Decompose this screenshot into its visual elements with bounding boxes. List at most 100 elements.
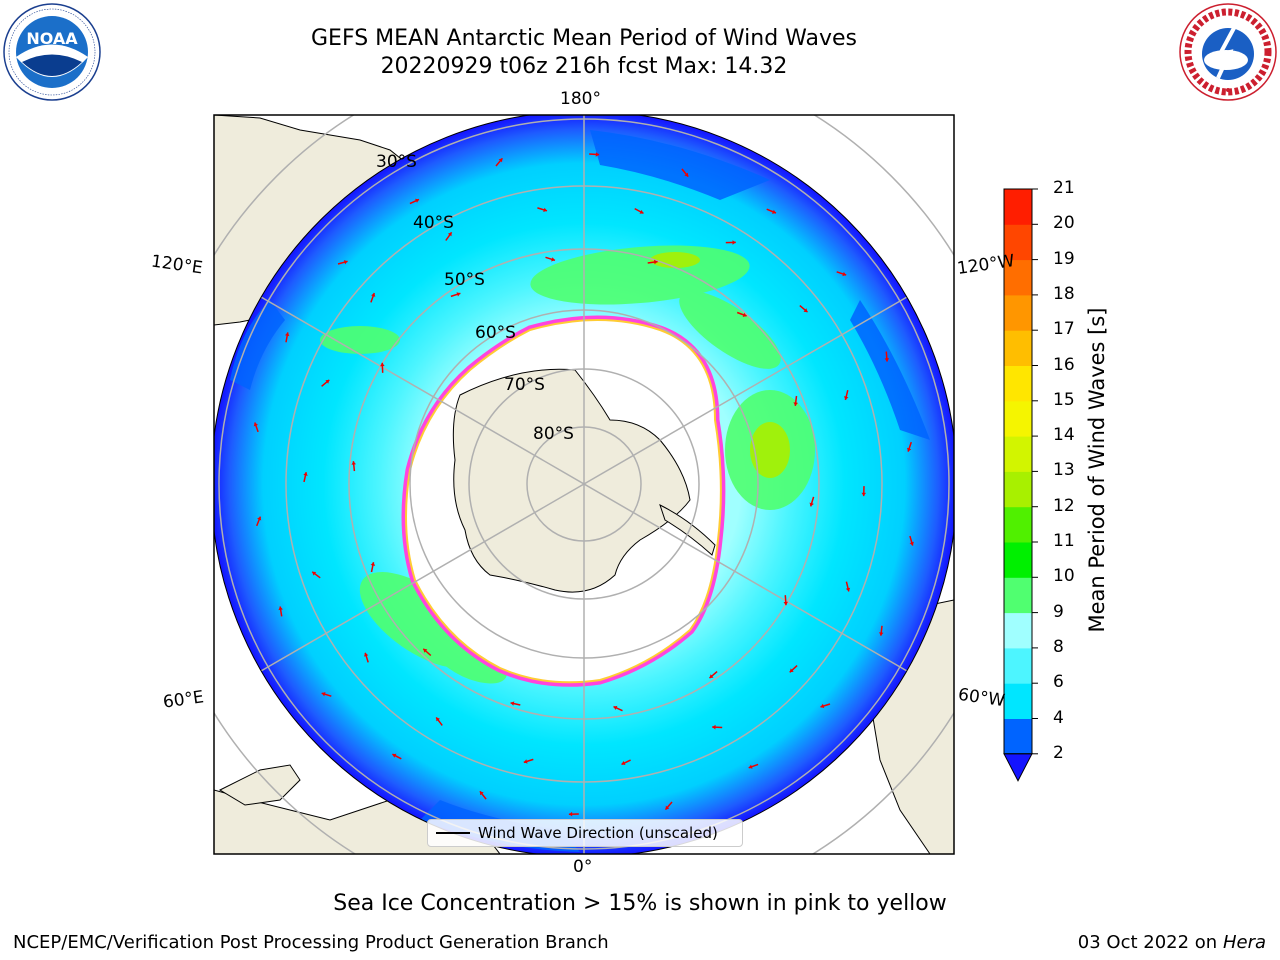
- wave-arrow-head: [321, 692, 326, 697]
- wave-arrow-head: [639, 209, 644, 214]
- colorbar-tick-label: 17: [1053, 319, 1075, 340]
- wave-arrow-head: [551, 257, 555, 262]
- wave-arrow-head: [742, 312, 747, 317]
- wind-wave-arrows: [253, 152, 914, 817]
- wave-arrow-head: [568, 811, 573, 817]
- wave-arrow-head: [380, 362, 385, 367]
- wave-arrow-head: [842, 271, 847, 277]
- colorbar-tick-label: 4: [1053, 707, 1064, 728]
- colorbar-tick-label: 18: [1053, 283, 1075, 304]
- wave-arrow-head: [732, 240, 736, 245]
- colorbar-segment: [1004, 718, 1032, 755]
- colorbar-segment: [1004, 259, 1032, 296]
- colorbar-segment: [1004, 506, 1032, 543]
- colorbar-segment: [1004, 542, 1032, 578]
- colorbar-segment: [1004, 577, 1032, 614]
- wave-arrow-head: [456, 292, 461, 297]
- wave-arrow-head: [370, 562, 376, 566]
- date-text: 03 Oct 2022 on: [1077, 932, 1223, 953]
- wave-arrow-head: [861, 492, 866, 497]
- noaa-logo: NOAA: [3, 3, 101, 101]
- colorbar-tick-label: 10: [1053, 566, 1075, 587]
- legend-line-swatch: [436, 832, 470, 834]
- lon-label-180: 180°: [560, 89, 601, 109]
- chart-subtitle: 20220929 t06z 216h fcst Max: 14.32: [380, 54, 788, 79]
- lat-label-30s: 30°S: [376, 152, 417, 172]
- noaa-logo-text: NOAA: [26, 29, 78, 48]
- lat-label-70s: 70°S: [504, 375, 545, 395]
- sea-ice-note: Sea Ice Concentration > 15% is shown in …: [333, 891, 947, 916]
- colorbar-tick-label: 21: [1053, 178, 1075, 198]
- lat-label-60s: 60°S: [475, 323, 516, 343]
- colorbar-tick-label: 6: [1053, 672, 1064, 693]
- colorbar-segment: [1004, 612, 1032, 649]
- wave-arrow-head: [423, 648, 428, 653]
- colorbar-tick-label: 13: [1053, 460, 1075, 481]
- wave-arrow-head: [371, 293, 376, 297]
- wave-arrow-head: [793, 402, 798, 406]
- machine-name: Hera: [1222, 932, 1266, 953]
- wave-arrow-head: [364, 652, 369, 657]
- chart-title: GEFS MEAN Antarctic Mean Period of Wind …: [311, 26, 857, 51]
- wave-arrow-head: [621, 760, 626, 765]
- colorbar-segment: [1004, 189, 1032, 225]
- colorbar-tick-label: 15: [1053, 389, 1075, 410]
- wave-arrow-head: [303, 472, 308, 476]
- wave-arrow-head: [909, 541, 914, 546]
- colorbar-segment: [1004, 400, 1032, 437]
- wave-arrow-head: [803, 308, 808, 313]
- wave-arrow-head: [844, 396, 849, 400]
- wave-arrow-head: [884, 358, 890, 362]
- lat-label-40s: 40°S: [413, 213, 454, 233]
- wave-arrow-head: [253, 422, 258, 427]
- wave-arrow-head: [613, 705, 618, 710]
- wave-arrow-head: [498, 158, 503, 163]
- colorbar-segment: [1004, 365, 1032, 402]
- colorbar-tick-label: 16: [1053, 354, 1075, 375]
- colorbar-label: Mean Period of Wind Waves [s]: [1085, 307, 1109, 633]
- lon-label-0: 0°: [573, 857, 593, 877]
- wave-arrow-head: [772, 209, 776, 214]
- wave-arrow-head: [343, 260, 348, 265]
- colorbar-extend-triangle: [1003, 753, 1033, 782]
- date-stamp: 03 Oct 2022 on Hera: [1078, 932, 1266, 953]
- colorbar: [1003, 188, 1038, 782]
- colorbar-tick-label: 14: [1053, 425, 1075, 446]
- wave-arrow-head: [684, 172, 689, 177]
- colorbar-segment: [1004, 436, 1032, 472]
- land-antarctic-peninsula: [659, 504, 716, 556]
- wave-arrow-head: [712, 724, 716, 730]
- wave-arrow-head: [654, 259, 658, 265]
- graticule: [214, 115, 954, 854]
- wave-arrow-head: [748, 764, 753, 769]
- colorbar-segment: [1004, 224, 1032, 261]
- wave-arrow-head: [415, 198, 419, 203]
- colorbar-segment: [1004, 471, 1032, 508]
- colorbar-tick-label: 19: [1053, 248, 1075, 269]
- wave-arrow-head: [278, 606, 283, 611]
- map-legend: Wind Wave Direction (unscaled): [427, 819, 743, 847]
- colorbar-tick-label: 9: [1053, 601, 1064, 622]
- wave-arrow-head: [879, 632, 884, 636]
- wave-arrow-head: [312, 571, 317, 576]
- wave-arrow-head: [325, 379, 330, 384]
- legend-label: Wind Wave Direction (unscaled): [478, 824, 718, 842]
- wave-arrow-head: [351, 461, 356, 465]
- lat-label-50s: 50°S: [444, 270, 485, 290]
- colorbar-tick-label: 8: [1053, 636, 1064, 657]
- wave-arrow-head: [820, 703, 825, 709]
- nws-logo: [1179, 3, 1277, 101]
- wave-arrow-head: [907, 447, 912, 452]
- colorbar-tick-label: 2: [1053, 742, 1064, 763]
- colorbar-tick-label: 20: [1053, 213, 1075, 234]
- wave-arrow-head: [789, 668, 794, 673]
- wave-arrow-head: [523, 759, 528, 764]
- wave-arrow-head: [709, 674, 714, 679]
- wave-arrow-head: [510, 701, 515, 706]
- colorbar-segment: [1004, 683, 1032, 719]
- wave-arrow-head: [447, 232, 452, 237]
- lat-label-80s: 80°S: [533, 424, 574, 444]
- colorbar-tick-label: 12: [1053, 495, 1075, 516]
- wave-arrow-head: [543, 207, 547, 212]
